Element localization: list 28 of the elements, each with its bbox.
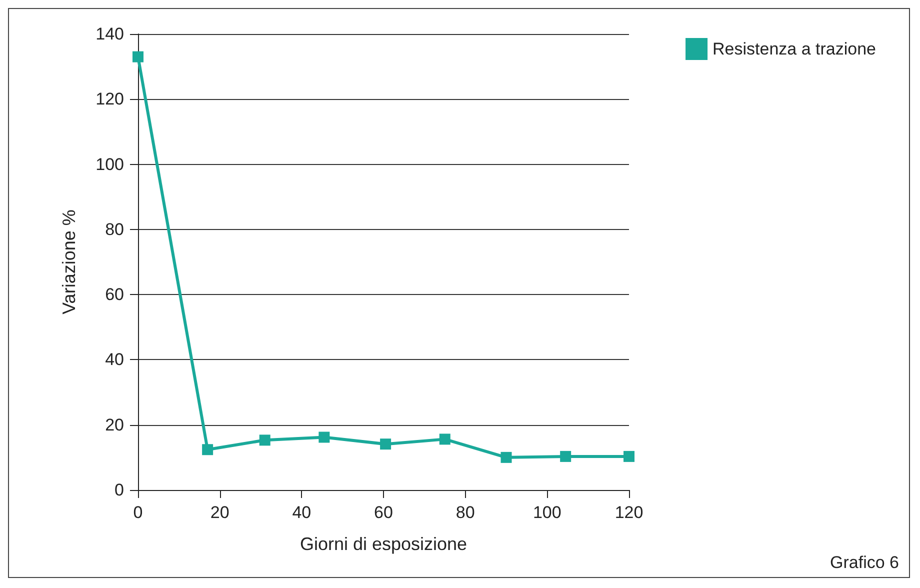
point <box>380 438 392 450</box>
point <box>560 450 572 462</box>
y-tick-label: 20 <box>105 415 124 434</box>
x-axis-title: Giorni di esposizione <box>300 534 468 554</box>
point <box>439 434 450 445</box>
legend-label: Resistenza a trazione <box>712 40 876 58</box>
y-tick-label: 40 <box>105 350 124 370</box>
text: Grafico 6 <box>830 553 900 572</box>
y-tick-label: 120 <box>96 90 124 109</box>
y-tick-label: 80 <box>105 220 124 239</box>
y-axis-title: Variazione % <box>59 210 79 314</box>
point <box>202 444 214 456</box>
point <box>500 452 512 463</box>
y-tick-label: 140 <box>96 24 124 44</box>
y-tick-label: 60 <box>105 285 124 304</box>
x-tick-label: 0 <box>133 503 143 522</box>
x-tick-label: 80 <box>456 503 475 522</box>
x-tick-label: 40 <box>292 503 312 522</box>
y-tick-label: 0 <box>114 480 124 500</box>
x-tick-label: 20 <box>210 503 230 522</box>
point <box>259 434 270 446</box>
point <box>318 432 330 443</box>
x-tick-label: 100 <box>532 503 562 522</box>
x-tick-label: 120 <box>614 503 644 522</box>
y-tick-label: 100 <box>96 154 124 174</box>
x-tick-label: 60 <box>374 503 393 522</box>
point <box>132 51 144 62</box>
point <box>624 450 634 462</box>
